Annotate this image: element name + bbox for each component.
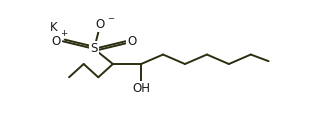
Text: −: − — [107, 14, 114, 23]
Text: OH: OH — [132, 82, 150, 95]
Text: S: S — [91, 42, 98, 55]
Text: +: + — [60, 29, 68, 38]
Text: O: O — [127, 35, 136, 48]
Text: K: K — [50, 21, 58, 34]
Text: O: O — [52, 35, 61, 48]
Text: O: O — [96, 18, 105, 31]
